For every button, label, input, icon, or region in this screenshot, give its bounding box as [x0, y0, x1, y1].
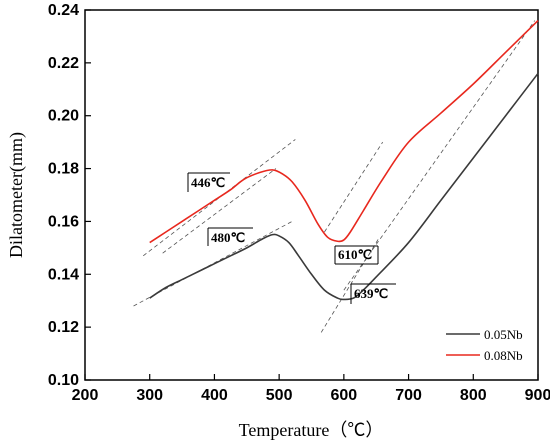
x-tick-label: 900	[525, 387, 550, 404]
tangent-line-0	[142, 139, 296, 257]
axis-ticks: 200 300 400 500 600 700 800 900 0.10 0.12 0.14 0.16…	[48, 2, 550, 404]
legend: 0.05Nb 0.08Nb	[446, 327, 523, 363]
x-axis-title: Temperature（℃）	[239, 420, 384, 440]
x-tick-label: 500	[266, 387, 293, 404]
annotation-610-label: 610℃	[338, 247, 372, 262]
y-tick-label: 0.16	[48, 213, 79, 230]
x-tick-label: 700	[395, 387, 422, 404]
y-axis-title: Dilatometer(mm)	[6, 132, 27, 258]
tangent-line-5	[343, 20, 536, 291]
annotation-610: 610℃	[334, 245, 379, 265]
annotation-639: 639℃	[350, 283, 396, 304]
y-tick-label: 0.20	[48, 108, 79, 125]
y-tick-label: 0.24	[48, 2, 79, 19]
y-tick-label: 0.10	[48, 372, 79, 389]
tangent-line-3	[324, 141, 384, 233]
legend-label-1: 0.08Nb	[484, 348, 523, 363]
series-line-0.05Nb	[149, 72, 539, 301]
x-tick-label: 600	[331, 387, 358, 404]
y-tick-label: 0.12	[48, 319, 79, 336]
legend-label-0: 0.05Nb	[484, 327, 523, 342]
y-tick-label: 0.14	[48, 266, 79, 283]
x-tick-label: 400	[201, 387, 228, 404]
annotation-446-label: 446℃	[191, 175, 225, 190]
series-group	[149, 19, 539, 301]
x-tick-label: 800	[460, 387, 487, 404]
x-tick-label: 300	[136, 387, 163, 404]
annotation-639-label: 639℃	[354, 286, 388, 301]
y-tick-label: 0.18	[48, 161, 79, 178]
plot-frame	[84, 9, 539, 381]
series-line-0.08Nb	[149, 19, 539, 244]
annotation-480: 480℃	[207, 227, 253, 246]
x-tick-label: 200	[72, 387, 99, 404]
tangent-line-1	[162, 168, 277, 254]
annotation-446: 446℃	[187, 172, 230, 192]
annotation-480-label: 480℃	[211, 230, 245, 245]
y-tick-label: 0.22	[48, 55, 79, 72]
